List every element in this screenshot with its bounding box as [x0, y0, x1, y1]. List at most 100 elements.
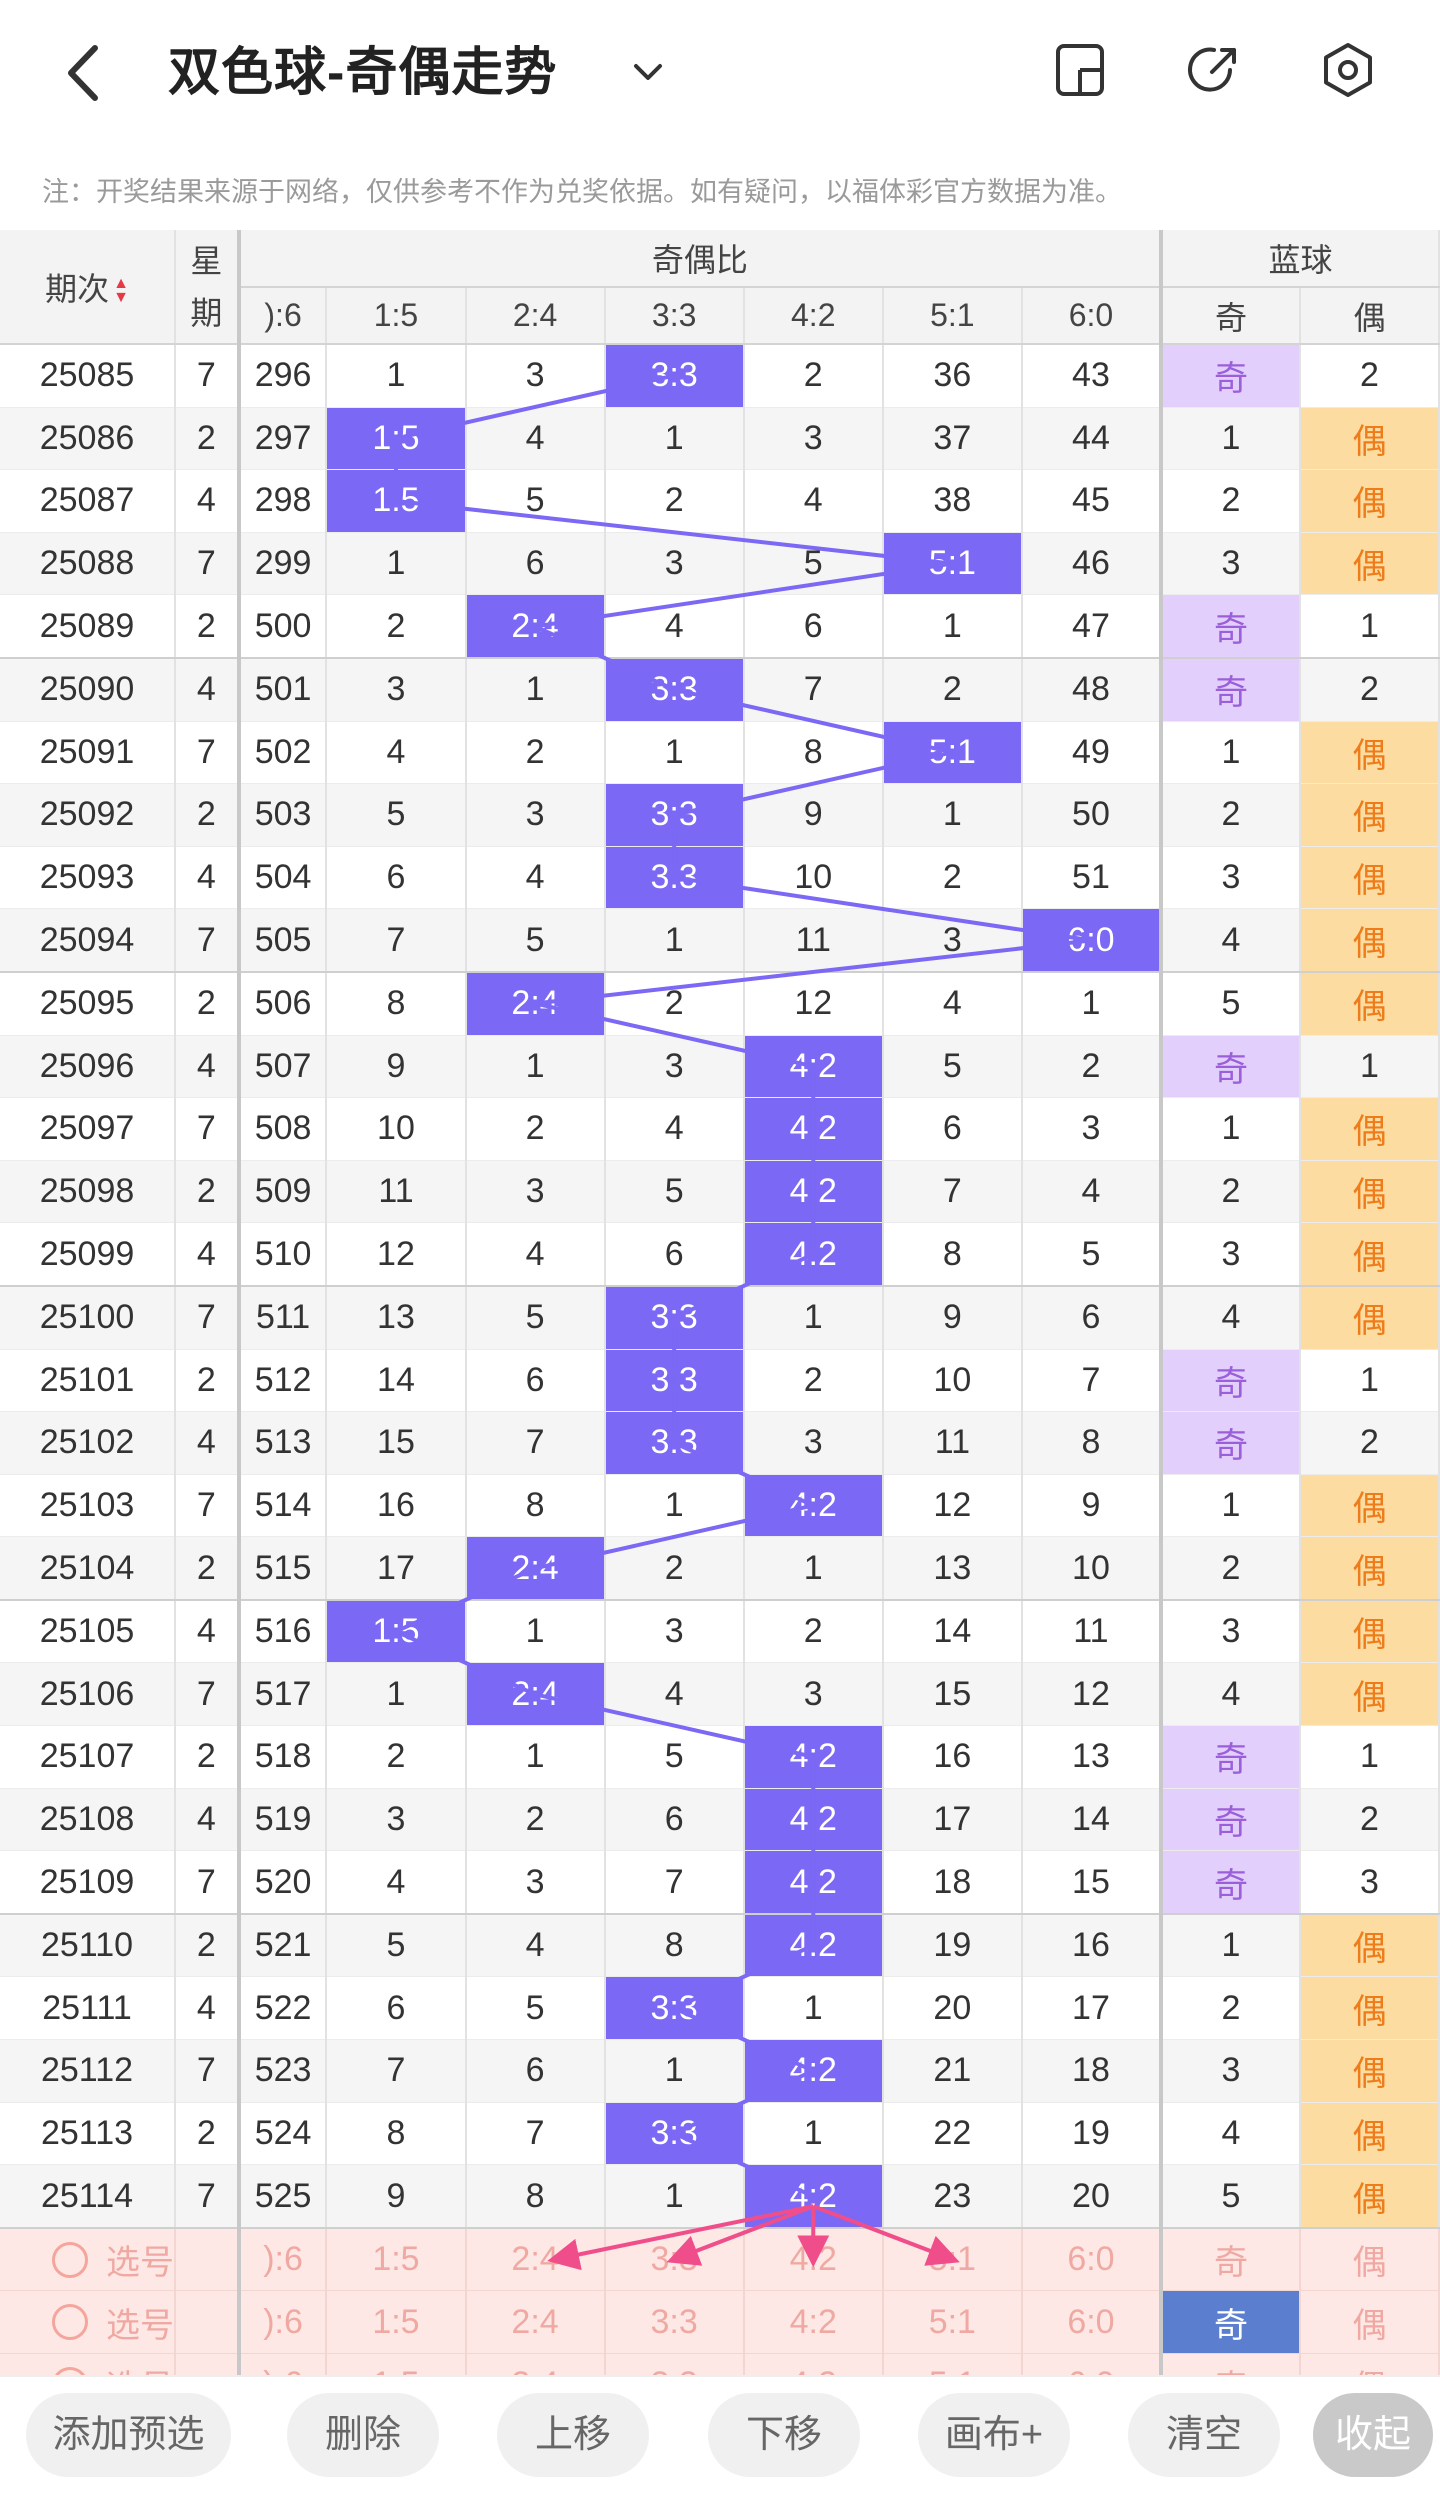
ratio-hit-cell: 4:2 [743, 1788, 884, 1852]
add-preselect-button[interactable]: 添加预选 [26, 2393, 231, 2477]
week-cell: 2 [175, 1536, 241, 1601]
back-icon[interactable] [55, 38, 115, 108]
radio-button[interactable] [52, 2241, 88, 2278]
blue-even-cell: 2 [1299, 1788, 1440, 1852]
table-row: 25098 2 509 11 3 5 4:2 7 4 2 偶 [0, 1160, 1440, 1224]
period-cell: 25091 [0, 721, 176, 785]
selection-week-cell [175, 2227, 241, 2292]
ratio-cell: 2 [882, 657, 1023, 722]
selection-ratio-cell[interactable]: 4:2 [743, 2290, 884, 2354]
week-cell: 2 [175, 2102, 241, 2166]
week-cell: 4 [175, 1222, 241, 1287]
selection-ratio-cell[interactable]: 3:3 [604, 2353, 745, 2375]
selection-ratio-cell[interactable]: 2:4 [465, 2353, 606, 2375]
clear-button[interactable]: 清空 [1128, 2393, 1280, 2477]
trend-table: 期次 ▲ ▼ 星期 奇偶比 蓝球 ):6 1:5 2:4 3:3 4:2 5:1 6… [0, 230, 1440, 2375]
selection-ratio-cell[interactable]: 1:5 [326, 2227, 467, 2292]
selection-ratio-cell[interactable]: 2:4 [465, 2290, 606, 2354]
table-row: 25089 2 500 2 2:4 4 6 1 47 奇 1 [0, 594, 1440, 659]
ratio-cell: 3 [326, 657, 467, 722]
ratio-cell: 504 [238, 846, 328, 910]
settings-icon[interactable] [1318, 40, 1378, 100]
col-period-label: 期次 [45, 270, 110, 307]
ratio-header: 4:2 [743, 287, 884, 345]
share-icon[interactable] [1184, 40, 1244, 100]
selection-blue-even-cell[interactable]: 偶 [1299, 2290, 1440, 2354]
selection-ratio-cell[interactable]: ):6 [238, 2227, 328, 2292]
chevron-down-icon[interactable] [628, 52, 668, 92]
ratio-group-header: 奇偶比 [238, 230, 1164, 288]
blue-even-cell: 3 [1299, 1850, 1440, 1915]
ratio-hit-cell: 1:5 [326, 407, 467, 471]
period-cell: 25099 [0, 1222, 176, 1287]
selection-blue-even-cell[interactable]: 偶 [1299, 2227, 1440, 2292]
selection-blue-even-cell[interactable]: 偶 [1299, 2353, 1440, 2375]
ratio-cell: 6 [465, 532, 606, 596]
selection-ratio-cell[interactable]: ):6 [238, 2353, 328, 2375]
selection-blue-odd-cell[interactable]: 奇 [1161, 2353, 1301, 2375]
col-week-label-char: 星 [190, 242, 223, 279]
delete-button[interactable]: 删除 [287, 2393, 439, 2477]
ratio-cell: 3 [326, 1788, 467, 1852]
selection-ratio-cell[interactable]: 5:1 [882, 2227, 1023, 2292]
ratio-cell: 4 [465, 407, 606, 471]
blue-even-cell: 2 [1299, 657, 1440, 722]
selection-ratio-cell[interactable]: 3:3 [604, 2290, 745, 2354]
canvas-plus-button[interactable]: 画布+ [918, 2393, 1070, 2477]
blue-odd-hit-cell: 奇 [1161, 594, 1301, 659]
ratio-cell: 10 [743, 846, 884, 910]
selection-ratio-cell[interactable]: 5:1 [882, 2353, 1023, 2375]
blue-odd-cell: 1 [1161, 1913, 1301, 1978]
ratio-hit-cell: 2:4 [465, 1662, 606, 1727]
ratio-cell: 4 [604, 1097, 745, 1161]
selection-label-cell[interactable]: 选号 [0, 2227, 176, 2292]
selection-ratio-cell[interactable]: 4:2 [743, 2227, 884, 2292]
move-down-button[interactable]: 下移 [708, 2393, 860, 2477]
period-cell: 25088 [0, 532, 176, 596]
selection-ratio-cell[interactable]: 5:1 [882, 2290, 1023, 2354]
period-cell: 25098 [0, 1160, 176, 1224]
selection-ratio-cell[interactable]: 2:4 [465, 2227, 606, 2292]
col-week-label-char: 期 [190, 294, 223, 331]
ratio-hit-cell: 3:3 [604, 783, 745, 847]
radio-button[interactable] [52, 2304, 88, 2341]
radio-button[interactable] [52, 2366, 88, 2375]
blue-odd-hit-cell: 奇 [1161, 1411, 1301, 1475]
page-title[interactable]: 双色球-奇偶走势 [168, 44, 558, 102]
selection-ratio-cell[interactable]: ):6 [238, 2290, 328, 2354]
selection-ratio-cell[interactable]: 6:0 [1021, 2227, 1164, 2292]
ratio-cell: 46 [1021, 532, 1164, 596]
selection-ratio-cell[interactable]: 6:0 [1021, 2353, 1164, 2375]
selection-ratio-cell[interactable]: 1:5 [326, 2290, 467, 2354]
blue-even-hit-cell: 偶 [1299, 1913, 1440, 1978]
selection-ratio-cell[interactable]: 4:2 [743, 2353, 884, 2375]
ratio-cell: 13 [1021, 1725, 1164, 1789]
week-cell: 2 [175, 783, 241, 847]
ratio-cell: 9 [326, 2164, 467, 2229]
phone-layout-icon[interactable] [1050, 40, 1110, 100]
selection-ratio-cell[interactable]: 3:3 [604, 2227, 745, 2292]
ratio-cell: 44 [1021, 407, 1164, 471]
trend-table-container[interactable]: 期次 ▲ ▼ 星期 奇偶比 蓝球 ):6 1:5 2:4 3:3 4:2 5:1 6… [0, 230, 1440, 2375]
move-up-button[interactable]: 上移 [497, 2393, 649, 2477]
ratio-cell: 6 [743, 594, 884, 659]
ratio-hit-cell: 3:3 [604, 1411, 745, 1475]
ratio-hit-cell: 5:1 [882, 721, 1023, 785]
col-period-header[interactable]: 期次 ▲ ▼ [0, 230, 176, 345]
selection-ratio-cell[interactable]: 6:0 [1021, 2290, 1164, 2354]
table-row: 25094 7 505 7 5 1 11 3 6:0 4 偶 [0, 908, 1440, 973]
period-cell: 25086 [0, 407, 176, 471]
blue-odd-cell: 4 [1161, 1662, 1301, 1727]
blue-odd-cell: 3 [1161, 2039, 1301, 2103]
collapse-button[interactable]: 收起 [1313, 2393, 1433, 2477]
selection-label-cell[interactable]: 选号 [0, 2290, 176, 2354]
selection-blue-odd-cell[interactable]: 奇 [1161, 2290, 1301, 2354]
sort-icon[interactable]: ▲ ▼ [113, 275, 129, 307]
blue-odd-cell: 1 [1161, 1097, 1301, 1161]
ratio-cell: 4 [1021, 1160, 1164, 1224]
selection-blue-odd-cell[interactable]: 奇 [1161, 2227, 1301, 2292]
blue-even-cell: 1 [1299, 594, 1440, 659]
selection-ratio-cell[interactable]: 1:5 [326, 2353, 467, 2375]
selection-label-cell[interactable]: 选号 [0, 2353, 176, 2375]
